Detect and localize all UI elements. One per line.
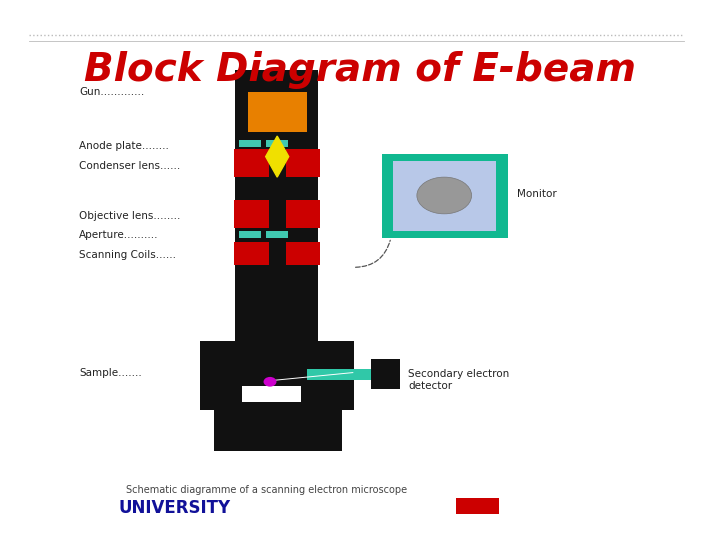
Text: Objective lens........: Objective lens........ <box>79 211 181 221</box>
Bar <box>456 498 499 514</box>
Text: Anode plate........: Anode plate........ <box>79 141 169 151</box>
Bar <box>214 409 342 451</box>
Text: Sample.......: Sample....... <box>79 368 142 377</box>
Bar <box>234 149 269 177</box>
Text: Secondary electron: Secondary electron <box>408 369 510 379</box>
Bar <box>239 140 261 147</box>
Bar <box>235 70 318 343</box>
Text: Gun.............: Gun............. <box>79 87 145 97</box>
Text: Aperture..........: Aperture.......... <box>79 230 158 240</box>
Text: UNIVERSITY: UNIVERSITY <box>119 498 231 517</box>
Text: Schematic diagramme of a scanning electron microscope: Schematic diagramme of a scanning electr… <box>126 485 407 495</box>
Bar <box>307 369 371 380</box>
Bar <box>286 149 320 177</box>
Text: Condenser lens......: Condenser lens...... <box>79 161 181 171</box>
Text: Block Diagram of E-beam: Block Diagram of E-beam <box>84 51 636 89</box>
Bar <box>382 154 508 238</box>
Bar <box>234 242 269 265</box>
Circle shape <box>264 377 276 387</box>
Bar <box>242 386 301 402</box>
Polygon shape <box>266 136 289 177</box>
Text: Monitor: Monitor <box>517 190 557 199</box>
Bar <box>200 341 354 410</box>
Bar <box>266 140 288 147</box>
Bar <box>286 242 320 265</box>
Text: detector: detector <box>408 381 452 391</box>
Bar <box>371 359 400 389</box>
Bar <box>234 200 269 228</box>
Ellipse shape <box>417 177 472 214</box>
Bar <box>266 231 288 238</box>
Bar <box>239 231 261 238</box>
Bar <box>248 92 307 132</box>
Bar <box>286 200 320 228</box>
Bar <box>393 161 496 231</box>
Text: Scanning Coils......: Scanning Coils...... <box>79 250 176 260</box>
